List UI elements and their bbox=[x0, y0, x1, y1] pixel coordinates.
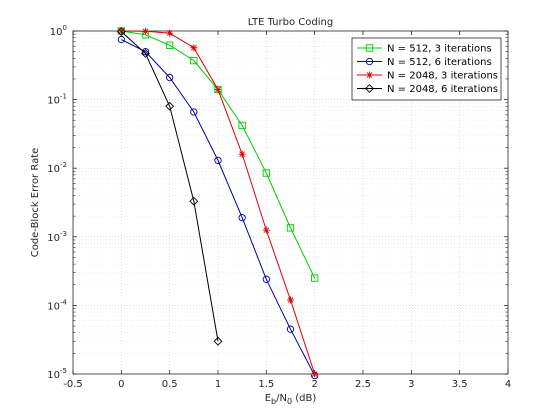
x-axis-title-sub-0: 0 bbox=[287, 397, 292, 406]
data-point bbox=[116, 27, 126, 37]
legend-label: N = 512, 6 iterations bbox=[387, 57, 492, 68]
series-3 bbox=[117, 27, 319, 378]
series-2 bbox=[117, 35, 319, 380]
data-point bbox=[166, 73, 174, 82]
data-point bbox=[141, 48, 150, 56]
data-point bbox=[262, 275, 270, 283]
data-point bbox=[366, 71, 373, 79]
x-axis-title: Eb/N0 (dB) bbox=[265, 393, 317, 406]
x-axis-title-main: E bbox=[265, 393, 271, 404]
legend-entry-4: N = 2048, 6 iterations bbox=[357, 84, 498, 95]
data-point bbox=[214, 86, 222, 94]
data-point bbox=[142, 27, 149, 35]
legend: N = 512, 3 iterations N = 512, 6 iteratio… bbox=[351, 37, 502, 101]
data-point bbox=[365, 44, 374, 52]
legend-entry-1: N = 512, 3 iterations bbox=[357, 44, 492, 55]
ticks-layer: -0.5 0 0.5 1 1.5 2 2.5 3 3.5 4 100 10-1 10-2 10-3 10-4… bbox=[47, 24, 511, 390]
data-point bbox=[286, 325, 295, 333]
x-tick-label: 2 bbox=[311, 379, 317, 390]
legend-label: N = 2048, 6 iterations bbox=[387, 84, 498, 95]
x-tick-label: 1 bbox=[215, 379, 221, 390]
legend-label: N = 2048, 3 iterations bbox=[387, 71, 498, 82]
data-point bbox=[365, 84, 374, 93]
x-tick-label: 0 bbox=[118, 379, 124, 390]
y-axis-title: Code-Block Error Rate bbox=[30, 148, 41, 258]
legend-entry-2: N = 512, 6 iterations bbox=[357, 57, 492, 68]
y-tick-label: 100 bbox=[50, 24, 67, 38]
series-line bbox=[121, 39, 316, 376]
data-point bbox=[214, 156, 222, 165]
legend-label: N = 512, 3 iterations bbox=[387, 44, 492, 55]
series-4 bbox=[116, 27, 223, 346]
y-tick-label: 10-1 bbox=[47, 93, 67, 107]
data-point bbox=[262, 169, 270, 177]
data-point bbox=[262, 226, 270, 234]
y-tick-label: 10-2 bbox=[47, 161, 67, 175]
x-tick-label: 0.5 bbox=[162, 379, 178, 390]
data-point bbox=[165, 101, 175, 111]
data-point bbox=[311, 274, 319, 282]
y-tick-label: 10-4 bbox=[47, 298, 67, 312]
series-line bbox=[120, 31, 219, 342]
data-point bbox=[287, 296, 294, 304]
data-point bbox=[166, 29, 174, 37]
y-tick-label: 10-3 bbox=[47, 230, 67, 244]
data-point bbox=[190, 44, 198, 52]
data-point bbox=[311, 370, 319, 378]
data-point bbox=[141, 49, 150, 58]
x-tick-label: 3.5 bbox=[452, 379, 468, 390]
x-axis-title-mid: /N bbox=[276, 393, 287, 404]
x-axis-title-unit: (dB) bbox=[292, 393, 316, 404]
data-point bbox=[286, 224, 295, 232]
x-tick-label: 3 bbox=[408, 379, 414, 390]
legend-entry-3: N = 2048, 3 iterations bbox=[357, 71, 498, 82]
series-layer bbox=[116, 27, 319, 380]
data-point bbox=[189, 196, 199, 206]
data-point bbox=[166, 41, 174, 49]
plot-frame bbox=[72, 30, 509, 375]
data-point bbox=[190, 108, 198, 116]
y-tick-label: 10-5 bbox=[47, 367, 67, 381]
data-point bbox=[213, 336, 223, 346]
data-point bbox=[365, 57, 374, 66]
data-point bbox=[238, 214, 246, 222]
x-tick-label: -0.5 bbox=[63, 379, 83, 390]
data-point bbox=[238, 150, 246, 158]
x-axis-title-sub-b: b bbox=[271, 397, 276, 406]
x-tick-label: 2.5 bbox=[355, 379, 371, 390]
data-point bbox=[238, 121, 246, 130]
x-tick-label: 1.5 bbox=[258, 379, 274, 390]
data-point bbox=[190, 56, 198, 65]
data-point bbox=[117, 35, 125, 44]
chart-title: LTE Turbo Coding bbox=[248, 17, 333, 28]
x-tick-label: 4 bbox=[505, 379, 511, 390]
data-point bbox=[117, 27, 125, 35]
